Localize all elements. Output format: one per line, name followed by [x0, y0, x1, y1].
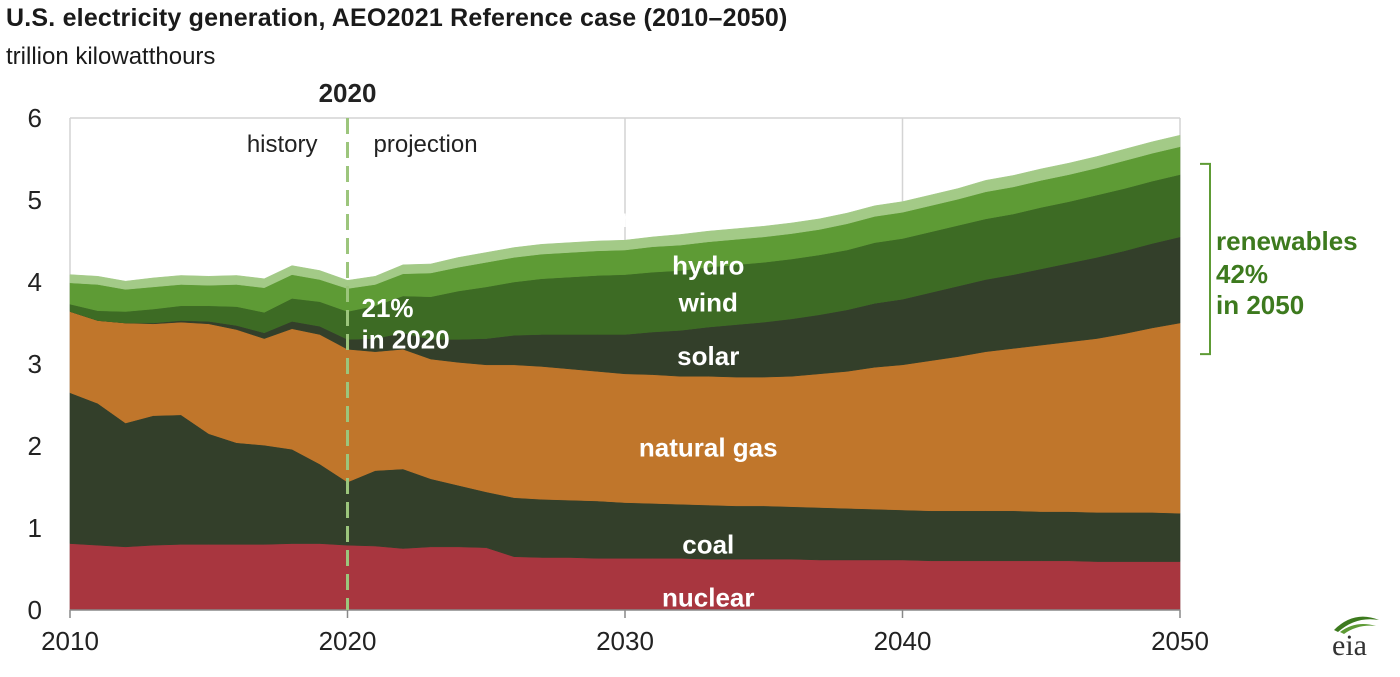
area-label-natural-gas: natural gas — [639, 433, 778, 463]
x-tick-label-2040: 2040 — [874, 626, 932, 656]
renewables-label: renewables — [1216, 226, 1358, 256]
y-tick-label-1: 1 — [28, 513, 42, 543]
projection-label: projection — [374, 131, 478, 158]
share-2020-value: 21% — [362, 293, 414, 323]
area-label-wind: wind — [678, 288, 738, 318]
share-2020-caption: in 2020 — [362, 324, 450, 354]
area-label-coal: coal — [682, 529, 734, 559]
y-tick-label-3: 3 — [28, 349, 42, 379]
area-label-other: other — [634, 169, 699, 199]
axes: 2010 2020 2030 2040 2050 0 1 2 3 4 5 6 — [28, 103, 1209, 656]
share-2050-caption: in 2050 — [1216, 290, 1304, 320]
logo-text: eia — [1332, 629, 1367, 658]
divider-label: 2020 — [319, 78, 377, 108]
area-label-hydro: hydro — [672, 251, 744, 281]
area-label-nuclear: nuclear — [662, 583, 755, 613]
x-tick-label-2020: 2020 — [319, 626, 377, 656]
y-tick-label-0: 0 — [28, 595, 42, 625]
y-tick-label-4: 4 — [28, 267, 42, 297]
chart-subtitle: trillion kilowatthours — [6, 43, 216, 70]
y-tick-label-2: 2 — [28, 431, 42, 461]
area-label-renewables: renewables — [596, 203, 738, 233]
logo-swoosh-mid — [1340, 624, 1376, 634]
y-tick-label-5: 5 — [28, 185, 42, 215]
area-other-renewables — [69, 134, 1181, 290]
y-tick-label-6: 6 — [28, 103, 42, 133]
history-label: history — [247, 131, 318, 158]
logo-swoosh-top — [1334, 616, 1379, 632]
renewables-bracket — [1200, 162, 1211, 356]
eia-logo-mark: eia — [1332, 616, 1379, 662]
x-tick-label-2030: 2030 — [596, 626, 654, 656]
area-labels: nuclear coal natural gas solar wind hydro othe… — [596, 169, 778, 613]
x-tick-label-2050: 2050 — [1151, 626, 1209, 656]
x-tick-label-2010: 2010 — [41, 626, 99, 656]
chart-title: U.S. electricity generation, AEO2021 Ref… — [6, 4, 788, 32]
area-label-solar: solar — [677, 341, 739, 371]
eia-logo: eia — [1324, 608, 1384, 663]
share-2050-value: 42% — [1216, 259, 1268, 289]
